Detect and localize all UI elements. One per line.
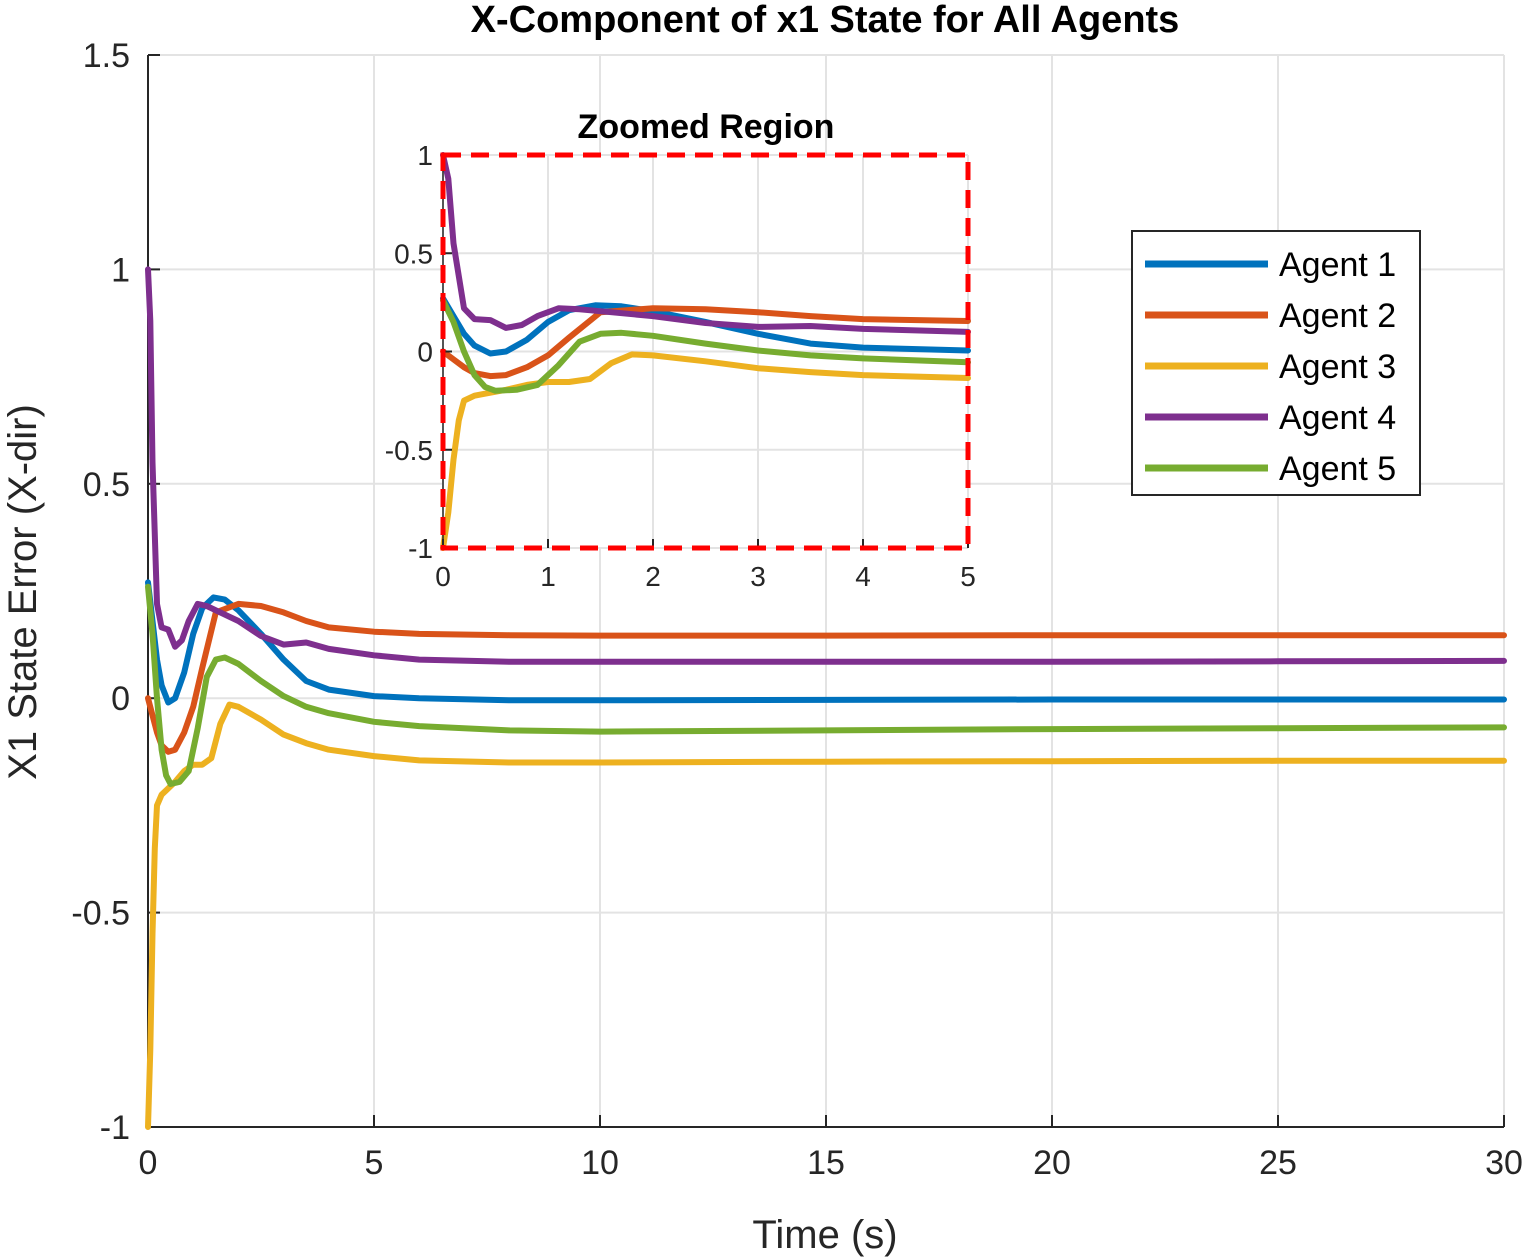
series-line-agent-5	[145, 583, 1507, 787]
inset-y-tick-label: 0.5	[394, 238, 433, 269]
x-tick-label: 30	[1485, 1144, 1523, 1182]
inset-dashed-border	[440, 152, 971, 551]
y-tick-label: 0	[111, 680, 130, 718]
inset-title: Zoomed Region	[578, 108, 835, 146]
legend-label-agent-2: Agent 2	[1279, 297, 1396, 335]
inset-x-tick-label: 1	[540, 561, 556, 592]
y-tick-label: 1	[111, 251, 130, 289]
legend-label-agent-4: Agent 4	[1279, 399, 1396, 437]
legend-label-agent-3: Agent 3	[1279, 348, 1396, 386]
series-line-agent-3	[145, 701, 1507, 1130]
zoomed-inset: 0 1 2 3 4 5 -1 -0.5 0 0.5 1 Zoomed Region	[385, 108, 976, 592]
x-tick-label: 25	[1259, 1144, 1297, 1182]
y-tick-label: -1	[100, 1109, 130, 1147]
inset-y-tick-label: -0.5	[385, 435, 433, 466]
y-tick-label: 1.5	[83, 37, 130, 75]
chart-title: X-Component of x1 State for All Agents	[471, 0, 1180, 41]
x-tick-label: 10	[581, 1144, 619, 1182]
main-tick-labels: 0 5 10 15 20 25 30-1-0.500.511.5	[71, 37, 1523, 1182]
inset-x-tick-label: 4	[855, 561, 871, 592]
inset-x-tick-label: 5	[960, 561, 976, 592]
series-line-agent-1	[145, 579, 1507, 706]
inset-series-line-agent-3	[440, 351, 971, 551]
inset-series-line-agent-5	[440, 297, 971, 394]
x-tick-label: 20	[1033, 1144, 1071, 1182]
legend-label-agent-5: Agent 5	[1279, 450, 1396, 488]
x-tick-label: 15	[807, 1144, 845, 1182]
inset-x-tick-label: 3	[750, 561, 766, 592]
legend: Agent 1 Agent 2 Agent 3 Agent 4 Agent 5	[1131, 230, 1421, 496]
main-series-lines	[145, 266, 1507, 1130]
inset-series-lines	[440, 152, 971, 551]
series-line-agent-4	[145, 266, 1507, 665]
series-line-agent-2	[145, 600, 1507, 755]
inset-y-tick-label: 0	[417, 337, 433, 368]
y-axis-label: X1 State Error (X-dir)	[1, 404, 45, 780]
inset-y-tick-label: 1	[417, 140, 433, 171]
x-tick-label: 0	[139, 1144, 158, 1182]
y-tick-label: 0.5	[83, 466, 130, 504]
x-tick-label: 5	[365, 1144, 384, 1182]
x-axis-label: Time (s)	[752, 1213, 897, 1257]
legend-label-agent-1: Agent 1	[1279, 246, 1396, 284]
inset-series-line-agent-4	[440, 152, 971, 335]
inset-x-tick-label: 2	[645, 561, 661, 592]
inset-x-tick-label: 0	[435, 561, 451, 592]
inset-y-tick-label: -1	[408, 533, 433, 564]
inset-tick-labels: 0 1 2 3 4 5 -1 -0.5 0 0.5 1	[385, 140, 976, 592]
y-tick-label: -0.5	[71, 895, 130, 933]
